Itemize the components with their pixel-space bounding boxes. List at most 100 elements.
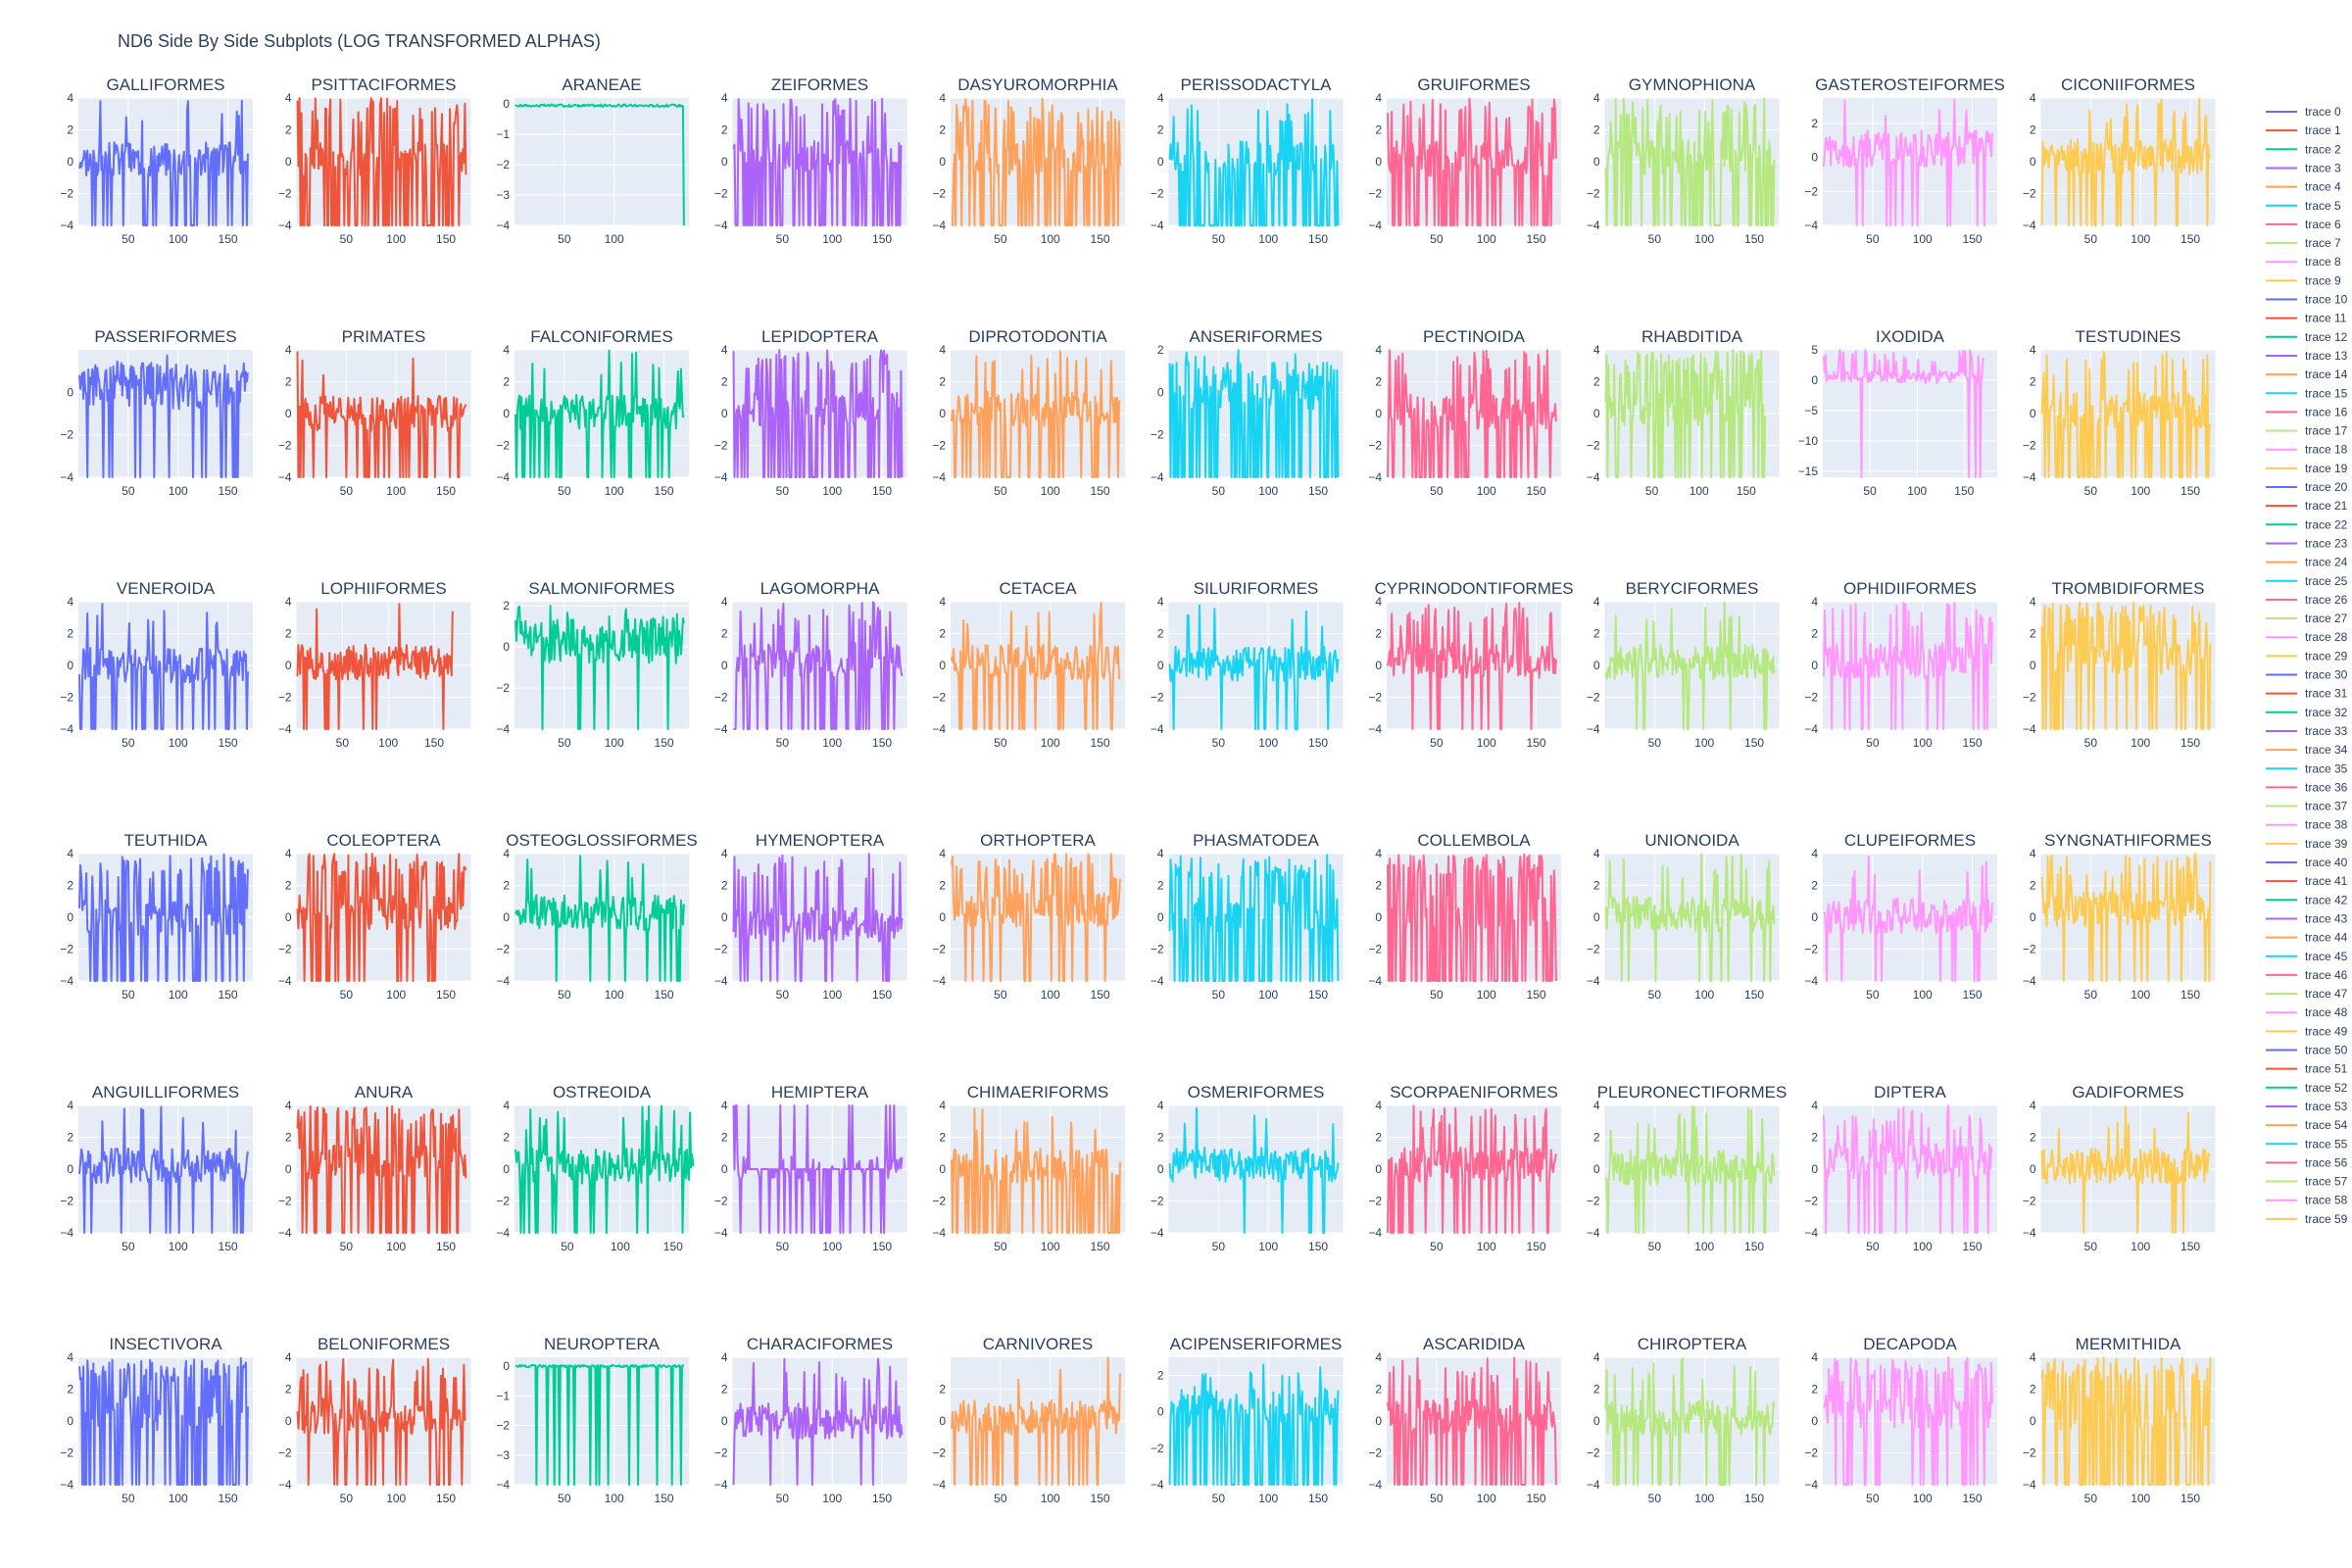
legend-item[interactable]: trace 46 (2266, 968, 2348, 982)
legend-item[interactable]: trace 49 (2266, 1024, 2348, 1038)
legend-item[interactable]: trace 19 (2266, 462, 2348, 475)
legend-item[interactable]: trace 10 (2266, 293, 2348, 307)
legend-item[interactable]: trace 45 (2266, 950, 2348, 963)
legend-item[interactable]: trace 37 (2266, 800, 2348, 813)
legend-item[interactable]: trace 27 (2266, 612, 2348, 625)
x-tick-label: 50 (2084, 232, 2098, 246)
legend-item[interactable]: trace 36 (2266, 780, 2348, 794)
legend-item[interactable]: trace 2 (2266, 142, 2341, 156)
legend-item[interactable]: trace 6 (2266, 218, 2341, 231)
series-line (1387, 1356, 1557, 1486)
y-tick-label: 4 (67, 91, 74, 105)
legend-item[interactable]: trace 43 (2266, 911, 2348, 925)
legend-item[interactable]: trace 7 (2266, 236, 2341, 250)
legend-item[interactable]: trace 12 (2266, 330, 2348, 344)
legend-item[interactable]: trace 55 (2266, 1137, 2348, 1151)
legend-item[interactable]: trace 31 (2266, 687, 2348, 701)
legend-item[interactable]: trace 5 (2266, 199, 2341, 213)
legend-item[interactable]: trace 13 (2266, 349, 2348, 363)
legend-item[interactable]: trace 52 (2266, 1081, 2348, 1095)
legend-item[interactable]: trace 58 (2266, 1194, 2348, 1207)
legend-label: trace 33 (2305, 724, 2348, 738)
legend-item[interactable]: trace 17 (2266, 424, 2348, 438)
legend-item[interactable]: trace 15 (2266, 386, 2348, 400)
legend-item[interactable]: trace 3 (2266, 161, 2341, 174)
legend-item[interactable]: trace 11 (2266, 312, 2347, 325)
legend-item[interactable]: trace 16 (2266, 405, 2348, 418)
y-tick-label: −4 (1804, 974, 1818, 988)
legend-item[interactable]: trace 8 (2266, 255, 2341, 269)
series-line (1387, 602, 1557, 730)
legend-item[interactable]: trace 59 (2266, 1212, 2348, 1226)
y-tick-label: −3 (496, 188, 510, 202)
y-tick-label: 0 (721, 659, 728, 672)
y-tick-label: 0 (2030, 407, 2036, 420)
x-tick-label: 100 (1477, 736, 1496, 750)
y-tick-label: −2 (496, 1195, 510, 1208)
y-tick-label: −4 (278, 219, 292, 232)
legend-item[interactable]: trace 57 (2266, 1175, 2348, 1189)
legend-item[interactable]: trace 28 (2266, 630, 2348, 644)
legend-item[interactable]: trace 40 (2266, 856, 2348, 869)
legend-item[interactable]: trace 21 (2266, 499, 2348, 513)
subplot-title: GALLIFORMES (107, 75, 225, 94)
y-tick-label: 2 (67, 627, 74, 641)
y-tick-label: 2 (285, 123, 292, 137)
legend-item[interactable]: trace 41 (2266, 874, 2348, 888)
subplot: −4 −2 0 2 4 50 100 150 FALCONIFORMES (496, 327, 689, 498)
legend-item[interactable]: trace 42 (2266, 893, 2348, 906)
subplot: −4 −2 0 2 4 50 100 150 PECTINOIDA (1368, 327, 1561, 498)
legend-item[interactable]: trace 23 (2266, 536, 2348, 550)
series-line (514, 605, 685, 730)
series-line (296, 1104, 467, 1234)
legend-item[interactable]: trace 20 (2266, 480, 2348, 494)
legend-item[interactable]: trace 44 (2266, 931, 2348, 945)
legend-item[interactable]: trace 56 (2266, 1155, 2348, 1169)
legend-item[interactable]: trace 53 (2266, 1100, 2348, 1113)
legend-item[interactable]: trace 25 (2266, 574, 2348, 588)
x-tick-label: 100 (605, 232, 624, 246)
subplot: −4 −2 0 2 4 50 100 150 OSTEOGLOSSIFORMES (496, 831, 697, 1002)
y-tick-label: 2 (285, 627, 292, 641)
x-tick-label: 50 (1866, 1492, 1880, 1505)
legend-item[interactable]: trace 54 (2266, 1118, 2348, 1132)
legend-item[interactable]: trace 48 (2266, 1005, 2348, 1019)
x-tick-label: 150 (1308, 1492, 1328, 1505)
legend-item[interactable]: trace 24 (2266, 556, 2348, 569)
legend-item[interactable]: trace 18 (2266, 443, 2348, 457)
subplot: −4 −2 0 2 4 50 100 150 GRUIFORMES (1368, 75, 1561, 246)
legend-item[interactable]: trace 51 (2266, 1062, 2348, 1076)
legend-item[interactable]: trace 32 (2266, 706, 2348, 719)
x-tick-label: 150 (2180, 988, 2200, 1002)
legend-item[interactable]: trace 34 (2266, 743, 2348, 757)
series-line (1823, 349, 1984, 478)
y-tick-label: 0 (67, 1414, 74, 1428)
y-tick-label: 0 (1811, 910, 1818, 924)
subplot-title: CLUPEIFORMES (1844, 831, 1976, 850)
legend-label: trace 39 (2305, 837, 2348, 851)
legend-label: trace 2 (2305, 142, 2341, 156)
legend-item[interactable]: trace 26 (2266, 593, 2348, 607)
legend-item[interactable]: trace 47 (2266, 987, 2348, 1001)
subplot-title: TROMBIDIFORMES (2052, 579, 2205, 598)
y-tick-label: 4 (503, 847, 510, 860)
legend-item[interactable]: trace 38 (2266, 818, 2348, 832)
subplot: −4 −2 0 2 50 100 150 SALMONIFORMES (496, 579, 689, 750)
y-tick-label: 0 (939, 1414, 946, 1428)
legend-item[interactable]: trace 39 (2266, 837, 2348, 851)
y-tick-label: −4 (278, 1226, 292, 1240)
legend-item[interactable]: trace 14 (2266, 368, 2348, 381)
legend-item[interactable]: trace 35 (2266, 761, 2348, 775)
legend-item[interactable]: trace 4 (2266, 180, 2341, 194)
legend-item[interactable]: trace 50 (2266, 1044, 2348, 1057)
x-tick-label: 50 (558, 232, 571, 246)
legend-item[interactable]: trace 30 (2266, 668, 2348, 682)
series-line (1604, 1356, 1776, 1486)
x-tick-label: 150 (1527, 484, 1546, 498)
legend-item[interactable]: trace 33 (2266, 724, 2348, 738)
legend-item[interactable]: trace 1 (2266, 123, 2341, 137)
legend-item[interactable]: trace 22 (2266, 517, 2348, 531)
legend-item[interactable]: trace 9 (2266, 273, 2341, 287)
legend-item[interactable]: trace 29 (2266, 649, 2348, 662)
legend-item[interactable]: trace 0 (2266, 105, 2341, 119)
